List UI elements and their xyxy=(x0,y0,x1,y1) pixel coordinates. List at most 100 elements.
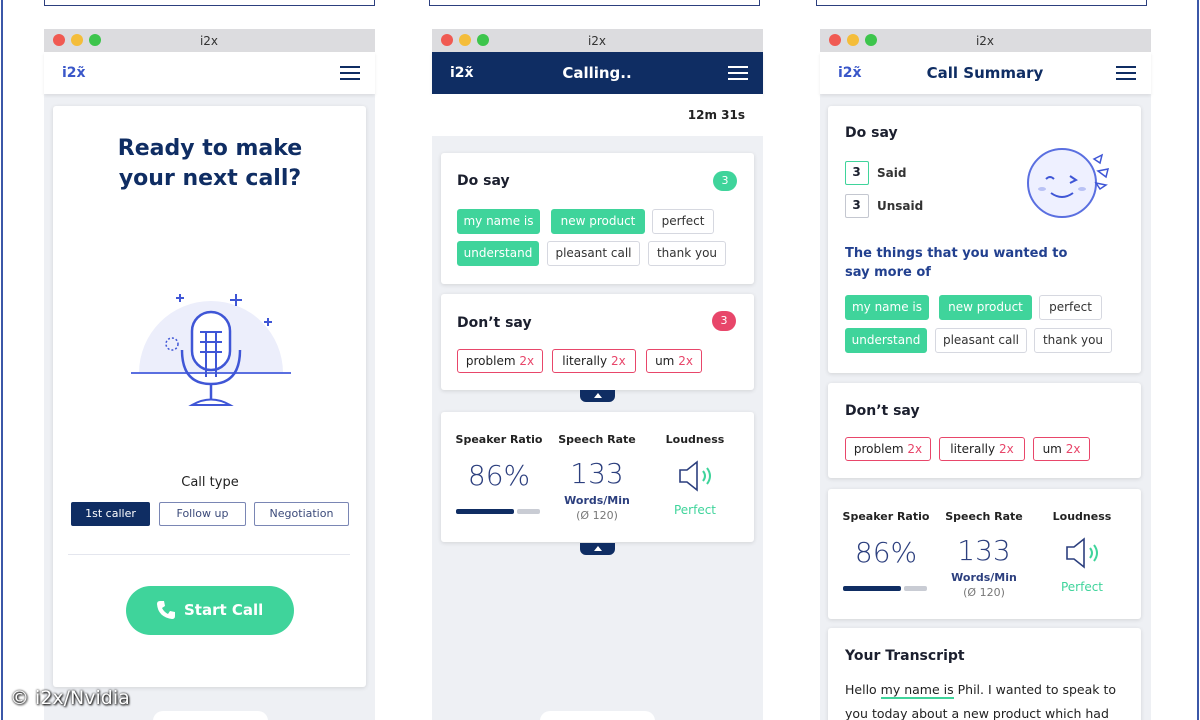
speech-rate-average: (Ø 120) xyxy=(963,586,1005,599)
phone-icon xyxy=(156,600,176,620)
dont-say-title: Don’t say xyxy=(845,403,920,419)
window-title: i2x xyxy=(587,34,607,48)
tag-text: my name is xyxy=(463,214,534,228)
call-timer: 12m 31s xyxy=(687,108,745,122)
loudness-icon xyxy=(1064,537,1104,569)
badge-count: 3 xyxy=(720,314,728,327)
metric-label: Speaker Ratio xyxy=(842,510,930,523)
window-dot xyxy=(829,34,841,46)
expand-arrow xyxy=(594,393,602,398)
transcript-before: Hello xyxy=(845,682,877,697)
tag-text: thank you xyxy=(656,246,718,260)
menu-line xyxy=(340,72,360,75)
tag-text: understand xyxy=(463,246,533,260)
transcript-after: Phil. I wanted to speak to you today abo… xyxy=(845,682,1117,720)
call-type-option[interactable]: Negotiation xyxy=(254,502,349,526)
app-header xyxy=(44,52,375,94)
metric-label: Speech Rate xyxy=(945,510,1023,523)
loudness-icon-graphic xyxy=(1066,537,1098,569)
metric-label: Speech Rate xyxy=(558,433,636,446)
metrics-card xyxy=(828,489,1141,619)
app-header xyxy=(432,52,763,94)
do-say-tag: my name is xyxy=(457,209,540,234)
screen-title: Calling.. xyxy=(562,64,632,82)
do-say-tag: perfect xyxy=(1039,295,1102,320)
do-say-tag: understand xyxy=(845,328,927,353)
logo: i2x̃ xyxy=(450,65,474,81)
do-say-title: Do say xyxy=(845,125,898,141)
badge-count: 3 xyxy=(721,174,729,187)
divider xyxy=(68,554,350,555)
top-frame xyxy=(429,0,760,6)
tag-text: new product xyxy=(560,214,636,228)
do-say-tag: new product xyxy=(939,295,1032,320)
do-say-title: Do say xyxy=(457,173,510,189)
window-dot xyxy=(865,34,877,46)
heading: Ready to make your next call? xyxy=(117,136,303,191)
expand-arrow xyxy=(594,546,602,551)
said-label: Said xyxy=(877,166,907,180)
tag-word: um xyxy=(655,354,675,368)
tag-count: 2x xyxy=(998,442,1014,456)
dont-say-tag: literally 2x xyxy=(939,437,1025,461)
dont-say-tag: literally 2x xyxy=(552,349,636,373)
tag-word: literally xyxy=(562,354,608,368)
option-label: Follow up xyxy=(176,507,229,520)
window-titlebar xyxy=(820,29,1151,52)
menu-button[interactable] xyxy=(340,66,360,81)
tag-count: 2x xyxy=(1065,442,1081,456)
window-titlebar xyxy=(44,29,375,52)
tag-text: understand xyxy=(851,333,921,347)
phone-icon-graphic xyxy=(157,601,175,619)
do-say-subtitle: The things that you wanted to say more o… xyxy=(845,246,1068,280)
expand-tab[interactable] xyxy=(580,390,615,402)
tag-text: perfect xyxy=(1049,300,1092,314)
menu-button[interactable] xyxy=(1116,66,1136,81)
option-label: Negotiation xyxy=(269,507,334,520)
window-dot xyxy=(441,34,453,46)
window-titlebar xyxy=(432,29,763,52)
dont-say-tag: um 2x xyxy=(1033,437,1090,461)
tag-count: 2x xyxy=(907,442,923,456)
tag-count: 2x xyxy=(678,354,693,368)
start-call-button[interactable]: Start Call xyxy=(126,586,294,635)
right-border xyxy=(1197,0,1199,720)
tag-word: um xyxy=(1042,442,1062,456)
window-dot xyxy=(477,34,489,46)
expand-tab[interactable] xyxy=(580,543,615,555)
metrics-card xyxy=(441,412,754,542)
ratio-bar xyxy=(456,509,514,514)
metric-label: Loudness xyxy=(665,433,725,446)
smiley-illustration xyxy=(1020,145,1115,221)
dont-say-tag: um 2x xyxy=(646,349,702,373)
loudness-icon xyxy=(677,460,717,492)
window-dot xyxy=(89,34,101,46)
microphone-illustration xyxy=(126,262,296,412)
transcript-card xyxy=(828,628,1141,720)
timer-bar xyxy=(432,94,763,136)
do-say-tag: new product xyxy=(551,209,645,234)
tag-word: literally xyxy=(950,442,996,456)
smiley-illustration-graphic xyxy=(1027,148,1110,218)
screen-title: Call Summary xyxy=(926,64,1044,82)
menu-line xyxy=(1116,66,1136,69)
call-type-option[interactable]: 1st caller xyxy=(71,502,150,526)
ratio-bar xyxy=(843,586,901,591)
unsaid-count: 3 xyxy=(852,198,861,212)
loudness-icon-graphic xyxy=(679,460,711,492)
transcript-title: Your Transcript xyxy=(845,648,965,664)
start-call-label: Start Call xyxy=(184,601,264,619)
menu-line xyxy=(1116,72,1136,75)
tag-text: my name is xyxy=(851,300,923,314)
window-title: i2x xyxy=(199,34,219,48)
next-card-hint xyxy=(153,711,268,720)
window-dot xyxy=(459,34,471,46)
window-dot xyxy=(53,34,65,46)
menu-line xyxy=(728,72,748,75)
menu-button[interactable] xyxy=(728,66,748,81)
call-type-label: Call type xyxy=(181,475,239,490)
speech-rate-unit: Words/Min xyxy=(564,494,630,507)
watermark: © i2x/Nvidia xyxy=(10,687,130,709)
call-type-option[interactable]: Follow up xyxy=(159,502,246,526)
